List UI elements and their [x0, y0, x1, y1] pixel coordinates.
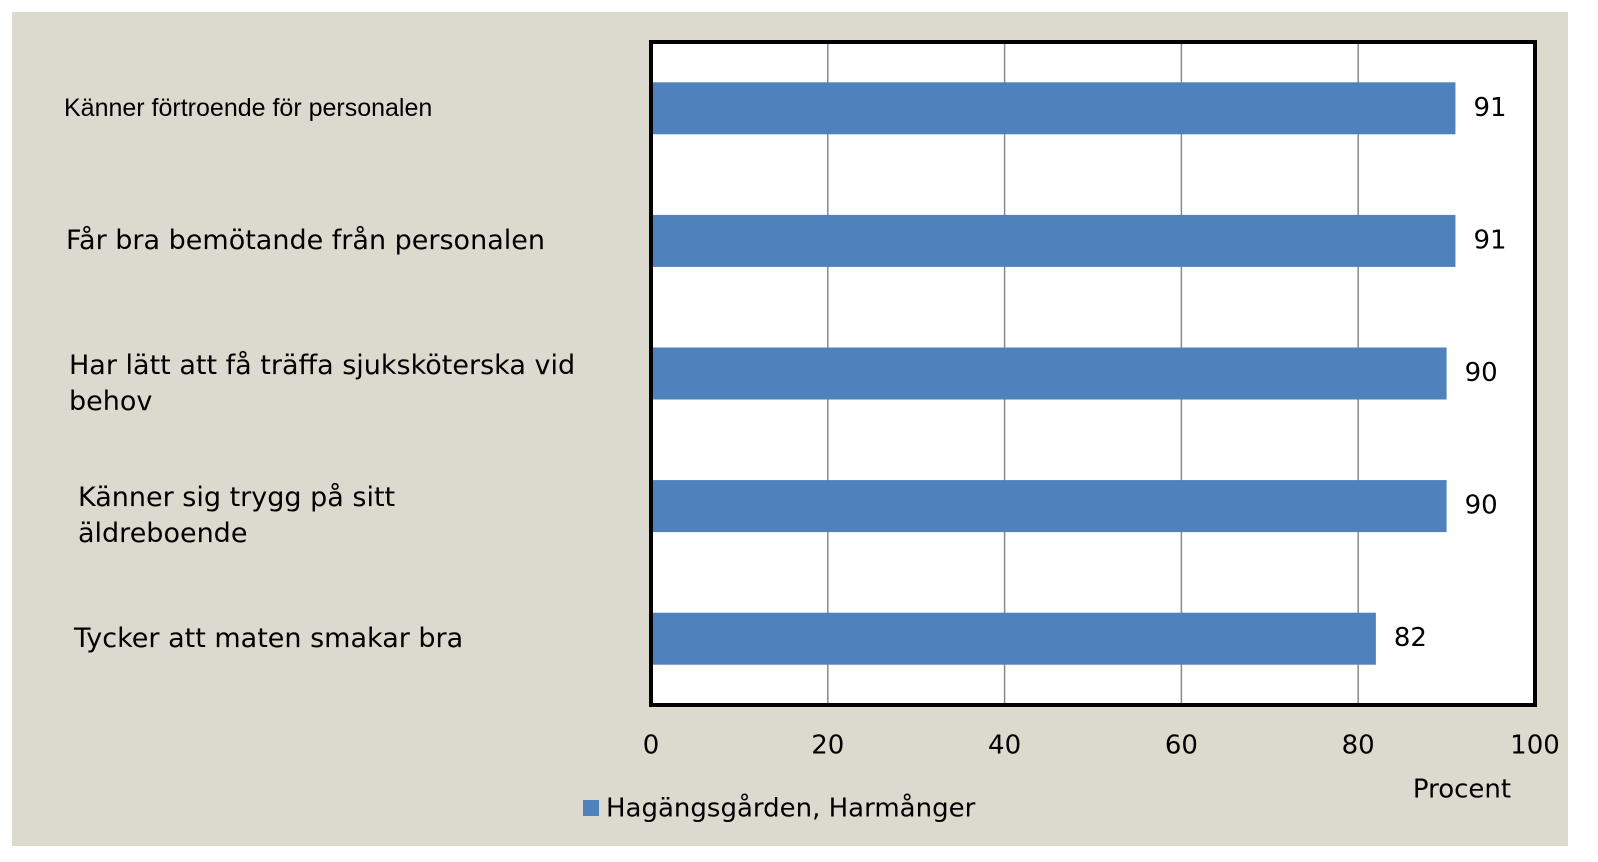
x-tick-label: 100 — [1510, 731, 1560, 761]
x-tick-label: 40 — [988, 731, 1021, 761]
x-tick-label: 60 — [1165, 731, 1198, 761]
bar — [651, 214, 1456, 267]
value-label: 82 — [1394, 623, 1427, 653]
y-tick-label: Känner förtroende för personalen — [64, 94, 433, 123]
bar — [651, 347, 1447, 400]
x-tick-label: 80 — [1342, 731, 1375, 761]
bar — [651, 612, 1376, 665]
y-tick-label: Tycker att maten smakar bra — [74, 622, 464, 654]
plot-border — [649, 40, 1537, 707]
legend-label: Hagängsgården, Harmånger — [606, 793, 976, 824]
value-label: 90 — [1465, 358, 1498, 388]
value-label: 90 — [1465, 491, 1498, 521]
y-tick-label: Känner sig trygg på sitt äldreboende — [78, 482, 396, 550]
x-axis-label: Procent — [1413, 775, 1511, 805]
x-tick-label: 0 — [643, 731, 660, 761]
bar — [651, 82, 1456, 135]
legend-swatch — [583, 800, 599, 816]
y-tick-label: Har lätt att få träffa sjuksköterska vid… — [69, 349, 576, 417]
x-tick-label: 20 — [811, 731, 844, 761]
bar — [651, 480, 1447, 533]
value-label: 91 — [1473, 225, 1506, 255]
y-tick-label: Får bra bemötande från personalen — [66, 224, 545, 256]
value-label: 91 — [1473, 93, 1506, 123]
